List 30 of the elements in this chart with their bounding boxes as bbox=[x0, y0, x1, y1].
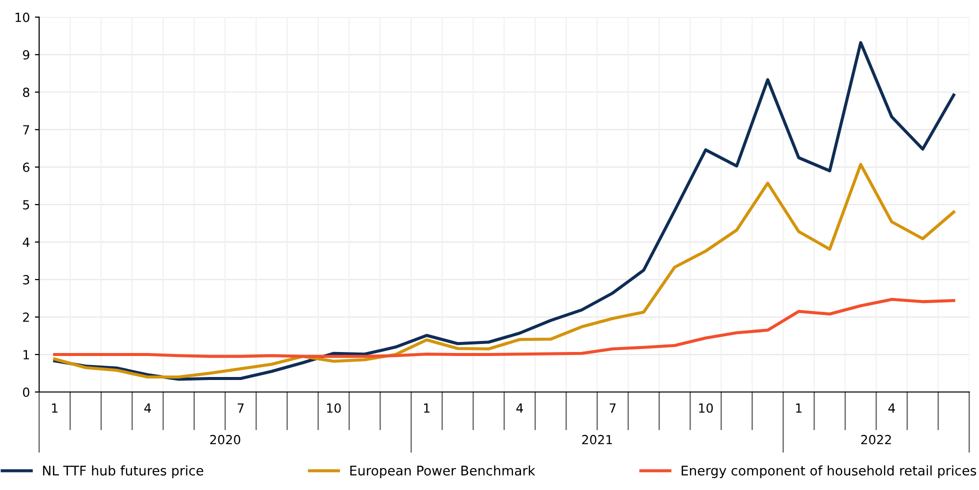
y-tick-label: 1 bbox=[24, 350, 29, 360]
y-tick-label: 5 bbox=[23, 200, 30, 210]
y-tick-label: 0 bbox=[23, 387, 30, 397]
x-tick-label: 1 bbox=[424, 403, 430, 413]
x-tick-label: 4 bbox=[888, 403, 895, 413]
line-series bbox=[53, 298, 956, 358]
x-tick-label: 4 bbox=[516, 403, 523, 413]
x-tick-label: 1 bbox=[796, 403, 802, 413]
x-tick-label: 10 bbox=[327, 403, 341, 413]
text: 2021 bbox=[582, 434, 612, 444]
x-tick-label: 4 bbox=[144, 403, 151, 413]
y-tick-label: 10 bbox=[16, 12, 30, 22]
line-series bbox=[53, 162, 956, 379]
x-tick-label: 1 bbox=[52, 403, 58, 413]
legend-label: European Power Benchmark bbox=[350, 465, 536, 478]
y-tick-label: 4 bbox=[22, 238, 30, 247]
text: 2022 bbox=[861, 434, 891, 444]
y-tick-label: 2 bbox=[23, 312, 29, 322]
y-tick-label: 7 bbox=[23, 125, 30, 134]
y-tick-label: 6 bbox=[23, 162, 30, 172]
legend-label: NL TTF hub futures price bbox=[43, 465, 204, 478]
x-tick-label: 7 bbox=[610, 403, 616, 413]
x-tick-label: 10 bbox=[699, 403, 713, 413]
y-tick-label: 3 bbox=[23, 275, 30, 284]
line-series bbox=[53, 41, 956, 381]
y-tick-label: 8 bbox=[23, 88, 30, 98]
text: 2020 bbox=[210, 434, 240, 444]
legend-label: Energy component of household retail prices bbox=[682, 465, 976, 478]
x-tick-label: 7 bbox=[238, 403, 244, 413]
y-tick-label: 9 bbox=[22, 50, 30, 60]
